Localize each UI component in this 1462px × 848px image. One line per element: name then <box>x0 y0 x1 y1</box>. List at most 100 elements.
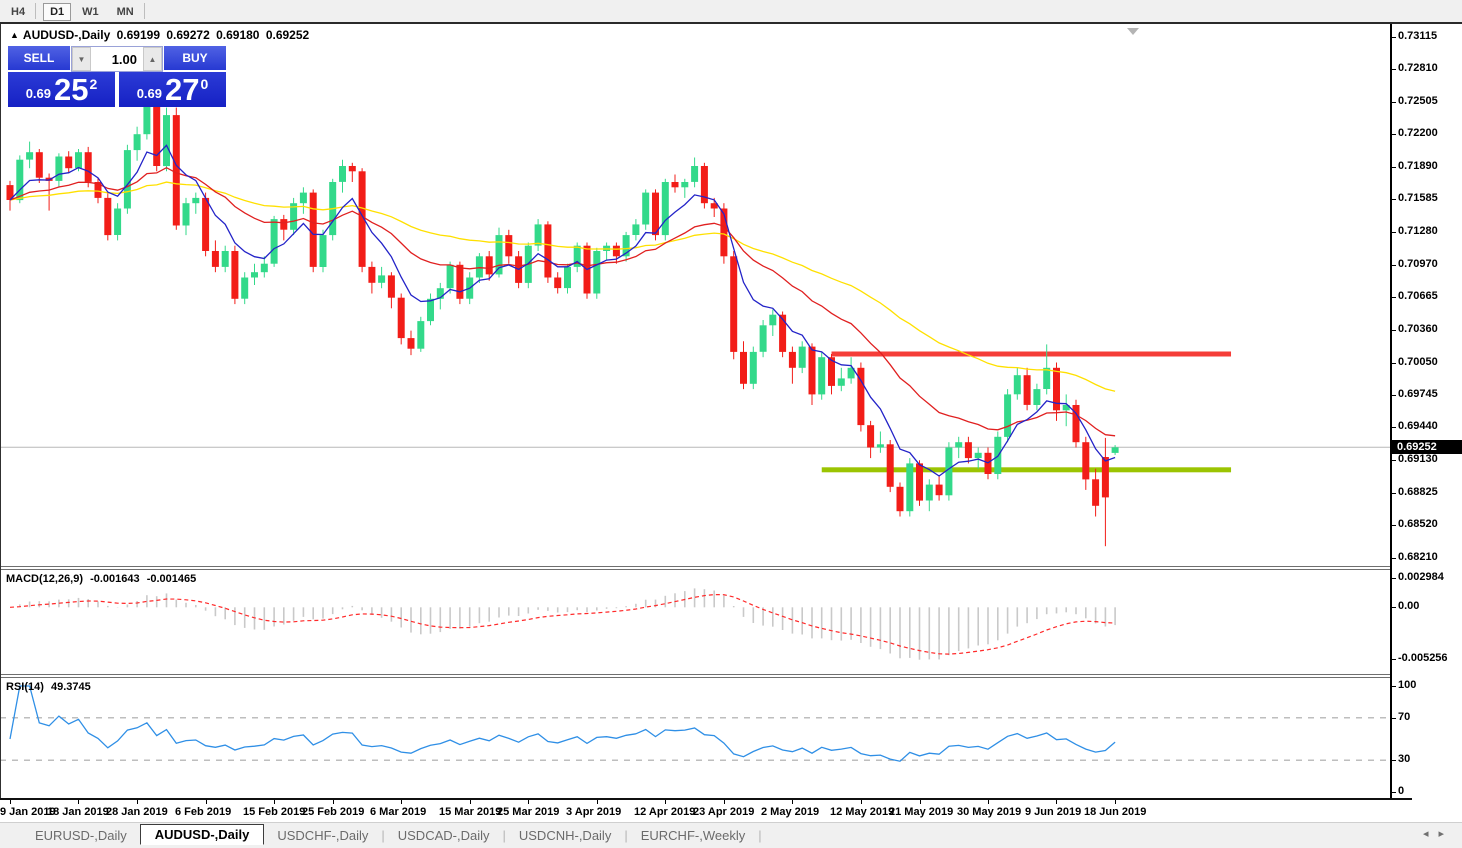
time-axis-tick <box>920 800 921 804</box>
ohlc-high: 0.69272 <box>166 28 210 42</box>
pane-separator-price-macd[interactable] <box>0 566 1462 570</box>
time-axis-tick <box>1115 800 1116 804</box>
tab-separator: | <box>381 828 385 843</box>
volume-increase-icon[interactable]: ▲ <box>143 47 162 71</box>
toolbar-divider <box>0 22 1462 24</box>
time-axis-tick <box>861 800 862 804</box>
scroll-left-icon[interactable]: ◂ <box>1422 828 1439 840</box>
volume-input[interactable] <box>91 47 143 71</box>
buy-price-box[interactable]: 0.69 27 0 <box>119 72 226 107</box>
time-axis-label: 6 Mar 2019 <box>370 806 427 818</box>
time-axis[interactable]: 9 Jan 2019 18 Jan 2019 28 Jan 2019 6 Feb 20… <box>0 800 1462 822</box>
price-axis-label: 0.72810 <box>1398 62 1438 75</box>
rsi-value: 49.3745 <box>50 681 91 693</box>
time-axis-label: 3 Apr 2019 <box>566 806 622 818</box>
price-axis-tick <box>1392 557 1396 559</box>
time-axis-label: 28 Jan 2019 <box>106 806 168 818</box>
tab-scroll-arrows: ◂▸ <box>1423 827 1454 840</box>
price-axis-tick <box>1392 167 1396 169</box>
macd-axis-tick <box>1392 578 1396 579</box>
price-axis-tick <box>1392 69 1396 71</box>
buy-price-base: 0.69 <box>136 86 163 101</box>
price-axis-label: 0.69440 <box>1398 420 1438 433</box>
macd-value-signal: -0.001465 <box>146 573 197 585</box>
support-hline <box>821 467 1232 473</box>
price-axis-label: 0.71890 <box>1398 160 1438 173</box>
ohlc-close: 0.69252 <box>265 28 310 42</box>
macd-indicator-pane[interactable] <box>0 570 1390 674</box>
sell-price-box[interactable]: 0.69 25 2 <box>8 72 115 107</box>
macd-axis-label: -0.005256 <box>1398 651 1448 664</box>
tab-eurusd-daily[interactable]: EURUSD-,Daily <box>35 828 127 843</box>
resistance-hline <box>831 351 1232 357</box>
time-axis-label: 18 Jun 2019 <box>1084 806 1147 818</box>
price-axis-label: 0.72505 <box>1398 94 1438 107</box>
time-axis-tick <box>724 800 725 804</box>
buy-button[interactable]: BUY <box>164 46 226 72</box>
time-axis-tick <box>792 800 793 804</box>
price-axis-tick <box>1392 134 1396 136</box>
timeframe-button-d1[interactable]: D1 <box>43 3 72 21</box>
price-axis-label: 0.71280 <box>1398 224 1438 237</box>
tab-usdcad-daily[interactable]: USDCAD-,Daily <box>397 828 490 843</box>
current-price-tag: 0.69252 <box>1392 440 1462 455</box>
price-axis-tick <box>1392 362 1396 364</box>
time-axis-tick <box>1056 800 1057 804</box>
time-axis-tick <box>597 800 598 804</box>
time-axis-label: 9 Jan 2019 <box>0 806 56 818</box>
rsi-axis-label: 0 <box>1398 785 1405 797</box>
chart-shift-marker-icon[interactable] <box>1127 28 1139 35</box>
time-axis-label: 12 May 2019 <box>830 806 895 818</box>
rsi-axis-label: 100 <box>1398 679 1417 691</box>
buy-price-pips: 27 <box>165 72 200 107</box>
time-axis-label: 2 May 2019 <box>761 806 820 818</box>
collapse-trade-panel-icon[interactable]: ▲ <box>10 30 19 40</box>
macd-value-main: -0.001643 <box>90 573 140 585</box>
tab-eurchf-weekly[interactable]: EURCHF-,Weekly <box>640 828 746 843</box>
chart-left-border <box>0 24 1 798</box>
price-axis-tick <box>1392 297 1396 299</box>
price-chart-pane[interactable] <box>0 24 1390 566</box>
time-axis-tick <box>988 800 989 804</box>
timeframe-button-h4[interactable]: H4 <box>11 6 26 18</box>
time-axis-label: 15 Mar 2019 <box>439 806 502 818</box>
time-axis-tick <box>274 800 275 804</box>
price-axis-tick <box>1392 427 1396 429</box>
tab-usdchf-daily[interactable]: USDCHF-,Daily <box>277 828 369 843</box>
price-axis-tick <box>1392 524 1396 526</box>
time-axis-label: 9 Jun 2019 <box>1025 806 1082 818</box>
time-axis-label: 30 May 2019 <box>957 806 1022 818</box>
time-axis-tick <box>401 800 402 804</box>
tab-usdcnh-daily[interactable]: USDCNH-,Daily <box>518 828 612 843</box>
rsi-axis-tick <box>1392 686 1396 687</box>
time-axis-label: 15 Feb 2019 <box>243 806 306 818</box>
time-axis-label: 23 Apr 2019 <box>693 806 755 818</box>
time-axis-label: 25 Feb 2019 <box>302 806 365 818</box>
tab-separator: | <box>502 828 506 843</box>
price-axis-tick <box>1392 37 1396 38</box>
tab-audusd-daily[interactable]: AUDUSD-,Daily <box>139 824 265 845</box>
price-axis-tick <box>1392 231 1396 233</box>
scroll-right-icon[interactable]: ▸ <box>1438 828 1454 840</box>
price-axis-label: 0.69130 <box>1398 453 1438 466</box>
sell-button[interactable]: SELL <box>8 46 70 72</box>
rsi-axis-tick <box>1392 792 1396 793</box>
price-axis-tick <box>1392 492 1396 494</box>
chart-tab-bar: EURUSD-,Daily AUDUSD-,Daily USDCHF-,Daily |… <box>0 822 1462 848</box>
chart-symbol-label: AUDUSD-,Daily <box>22 28 111 42</box>
price-axis-tick <box>1392 264 1396 266</box>
volume-decrease-icon[interactable]: ▼ <box>72 47 91 71</box>
sell-price-point: 2 <box>89 76 98 92</box>
volume-spinner: ▼ ▲ <box>71 46 163 72</box>
time-axis-tick <box>528 800 529 804</box>
rsi-indicator-pane[interactable] <box>0 678 1390 798</box>
price-axis[interactable]: 0.73115 0.72810 0.72505 0.72200 0.71890 0.715… <box>1390 24 1462 798</box>
ohlc-open: 0.69199 <box>116 28 161 42</box>
macd-label: MACD(12,26,9) -0.001643 -0.001465 <box>6 573 200 585</box>
timeframe-button-mn[interactable]: MN <box>116 6 134 18</box>
price-axis-tick <box>1392 199 1396 201</box>
timeframe-button-w1[interactable]: W1 <box>82 6 99 18</box>
pane-separator-macd-rsi[interactable] <box>0 674 1462 678</box>
